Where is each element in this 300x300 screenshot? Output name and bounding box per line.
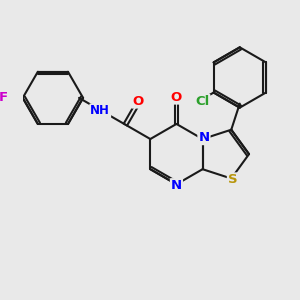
Text: F: F xyxy=(0,92,8,104)
Text: NH: NH xyxy=(90,104,110,117)
Text: N: N xyxy=(198,131,209,144)
Text: S: S xyxy=(228,173,238,186)
Text: Cl: Cl xyxy=(195,95,209,108)
Text: O: O xyxy=(171,91,182,103)
Text: N: N xyxy=(171,179,182,192)
Text: O: O xyxy=(132,94,143,107)
